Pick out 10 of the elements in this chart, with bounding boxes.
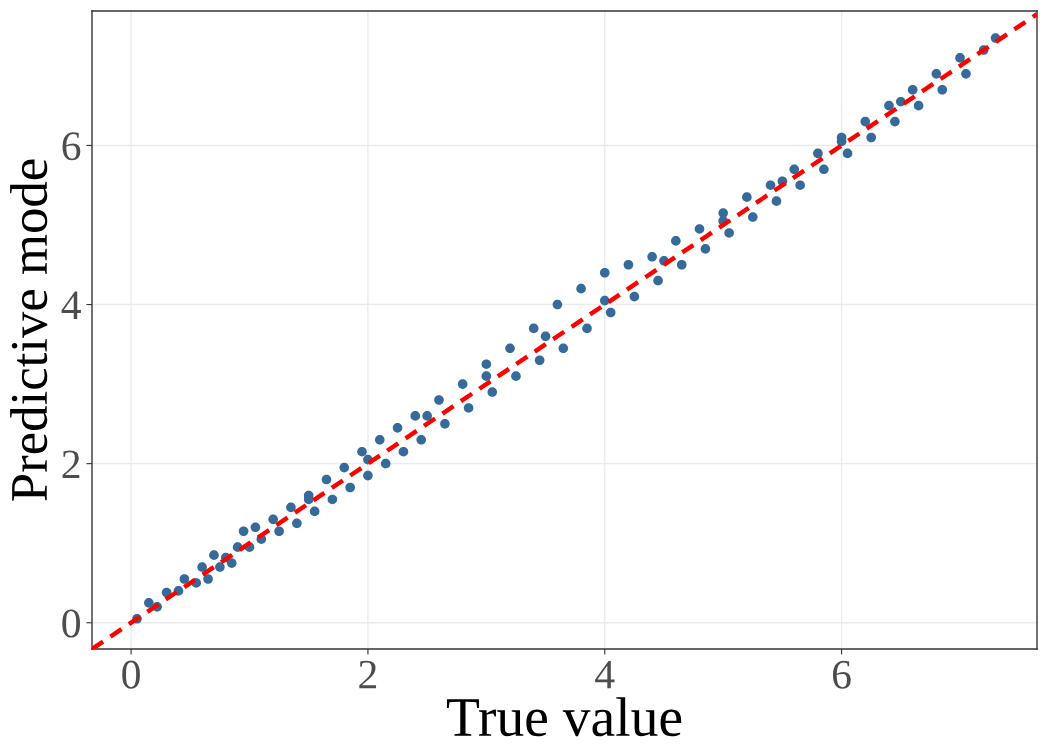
x-tick-label: 6 [832, 660, 851, 689]
y-tick-label: 4 [61, 291, 81, 319]
x-tick-label: 4 [595, 660, 615, 689]
x-tick-label: 2 [359, 660, 377, 689]
x-axis-title: True value [446, 697, 682, 737]
y-tick-label: 0 [62, 609, 80, 638]
y-tick-label: 2 [62, 450, 80, 479]
y-tick-label: 6 [62, 132, 81, 161]
x-tick-label: 0 [122, 660, 140, 689]
y-axis-title: Predictive mode [10, 159, 48, 501]
